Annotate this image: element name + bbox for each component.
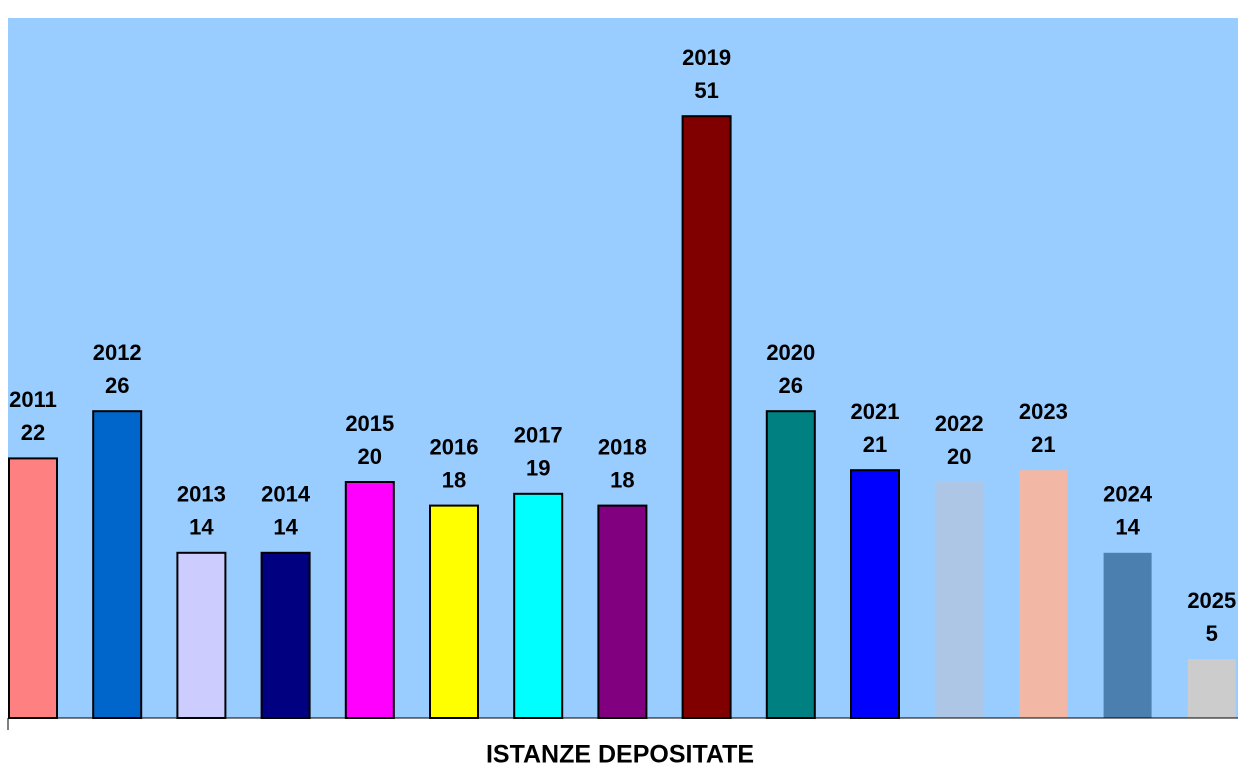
data-label-category: 2016: [430, 434, 479, 459]
bar: [260, 551, 311, 719]
data-label-value: 14: [273, 515, 298, 540]
x-axis-title: ISTANZE DEPOSITATE: [486, 741, 754, 769]
data-label-category: 2012: [93, 340, 142, 365]
data-label-value: 18: [442, 467, 466, 492]
bar: [429, 504, 479, 719]
data-label-category: 2015: [345, 411, 394, 436]
data-label-value: 26: [105, 373, 129, 398]
data-label-value: 19: [526, 456, 550, 481]
data-label-value: 18: [610, 467, 634, 492]
data-label-value: 14: [1115, 515, 1140, 540]
data-label-category: 2025: [1187, 588, 1236, 613]
bar: [1187, 659, 1236, 718]
data-label-category: 2018: [598, 434, 647, 459]
bar: [1019, 470, 1068, 718]
data-label-value: 5: [1206, 621, 1218, 646]
data-label-value: 20: [947, 444, 971, 469]
data-label-category: 2022: [935, 411, 984, 436]
data-label-value: 20: [358, 444, 382, 469]
data-label-category: 2011: [9, 387, 57, 412]
data-label-category: 2017: [514, 423, 563, 448]
data-label-value: 21: [1031, 432, 1055, 457]
data-label-category: 2021: [851, 399, 900, 424]
data-label-value: 21: [863, 432, 887, 457]
bar: [8, 457, 58, 719]
data-label-category: 2019: [682, 45, 731, 70]
data-label-value: 22: [21, 420, 45, 445]
data-label-value: 14: [189, 515, 214, 540]
bar: [1103, 552, 1152, 718]
data-label-category: 2020: [766, 340, 815, 365]
bar: [92, 410, 143, 719]
bar: [597, 504, 648, 719]
data-label-category: 2024: [1103, 482, 1153, 507]
bar: [765, 410, 816, 719]
data-label-category: 2013: [177, 482, 226, 507]
bar: [850, 469, 900, 720]
data-label-value: 51: [694, 78, 718, 103]
bar: [513, 492, 564, 719]
data-label-category: 2014: [261, 482, 311, 507]
bar: [935, 482, 984, 718]
bar: [681, 115, 732, 719]
bar: [176, 551, 227, 719]
data-label-value: 26: [779, 373, 803, 398]
bar: [344, 481, 395, 719]
data-label-category: 2023: [1019, 399, 1068, 424]
